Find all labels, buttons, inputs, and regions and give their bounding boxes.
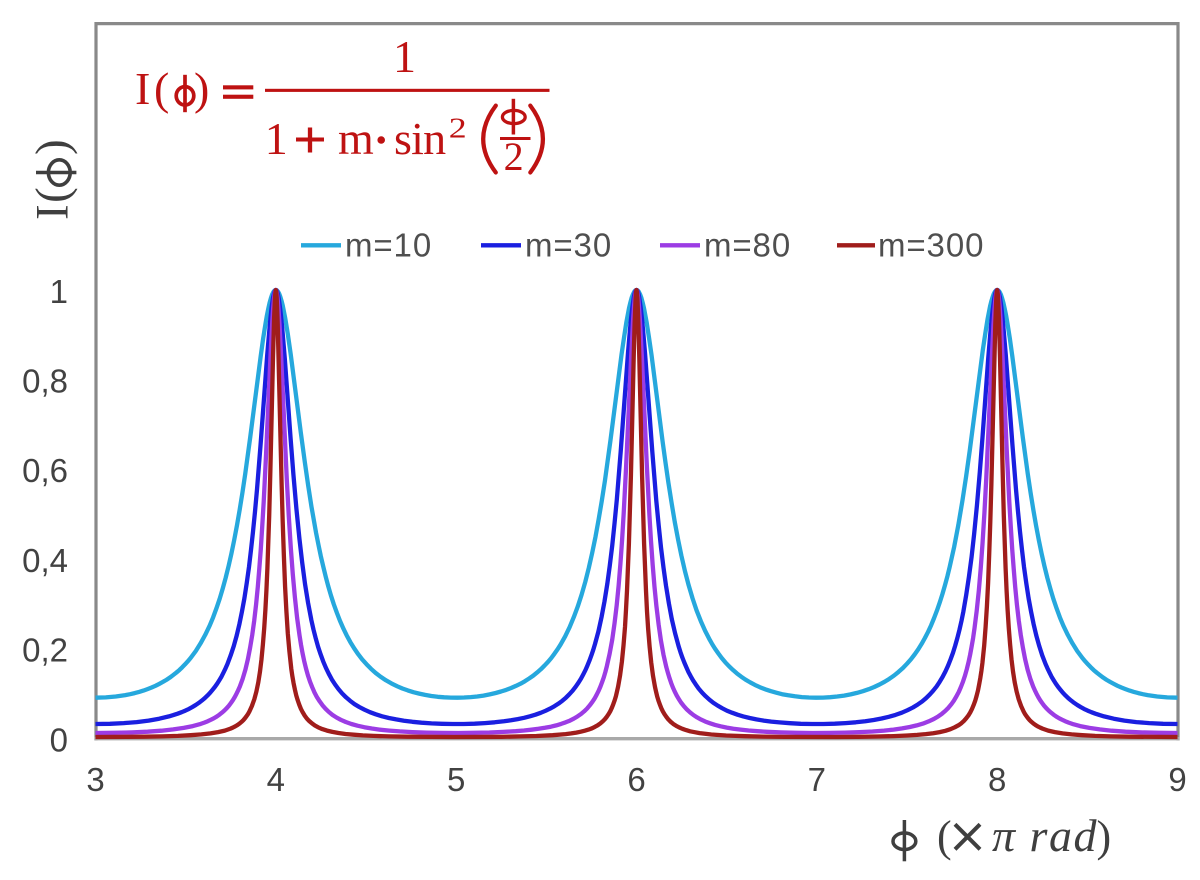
svg-text:2: 2 — [449, 112, 467, 143]
svg-text:4: 4 — [267, 761, 285, 798]
svg-text:1: 1 — [265, 113, 288, 164]
svg-text:1: 1 — [393, 31, 416, 82]
svg-text:m: m — [338, 113, 374, 164]
svg-text:0: 0 — [50, 721, 68, 758]
svg-text:): ) — [194, 63, 209, 114]
svg-text:π rad: π rad — [992, 810, 1098, 861]
svg-text:7: 7 — [808, 761, 826, 798]
svg-text:0,6: 0,6 — [22, 452, 68, 489]
svg-text:9: 9 — [1168, 761, 1186, 798]
svg-text:0,4: 0,4 — [22, 542, 68, 579]
svg-text:(: ( — [154, 63, 169, 114]
svg-text:m=30: m=30 — [525, 227, 612, 264]
svg-text:): ) — [27, 139, 79, 155]
svg-text:8: 8 — [988, 761, 1006, 798]
svg-text:2: 2 — [504, 134, 524, 179]
svg-text:3: 3 — [86, 761, 104, 798]
svg-text:m=10: m=10 — [345, 227, 432, 264]
svg-text:m=300: m=300 — [878, 227, 984, 264]
svg-text:1: 1 — [50, 273, 68, 310]
svg-text:I: I — [135, 63, 150, 114]
svg-text:6: 6 — [627, 761, 645, 798]
svg-text:5: 5 — [447, 761, 465, 798]
svg-text:sin: sin — [394, 113, 446, 164]
svg-text:): ) — [1097, 812, 1112, 861]
svg-text:0,2: 0,2 — [22, 632, 68, 669]
svg-text:m=80: m=80 — [704, 227, 791, 264]
svg-text:(: ( — [937, 812, 952, 861]
svg-text:I(: I( — [27, 186, 79, 220]
svg-text:0,8: 0,8 — [22, 363, 68, 400]
